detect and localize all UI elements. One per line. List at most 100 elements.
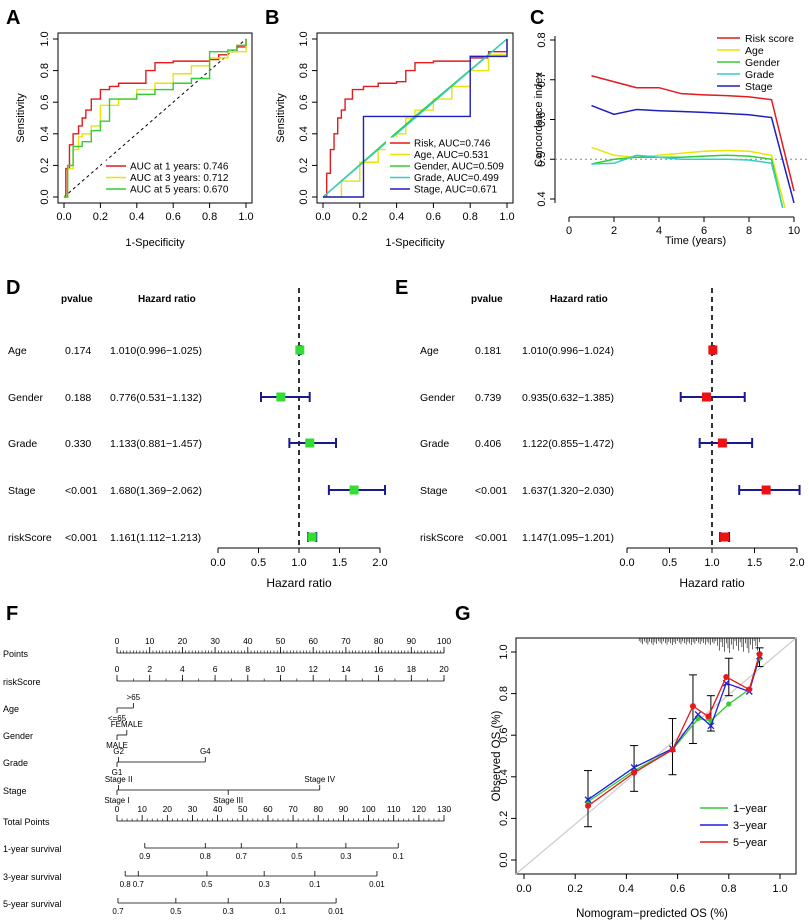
nomogram-tick-label-8: 0.3	[259, 880, 271, 889]
nomogram-tick-label-6: 100	[361, 804, 375, 814]
y-axis-label-A: Sensitivity	[15, 93, 27, 143]
nomogram-tick-label-6: 50	[238, 804, 248, 814]
legend-label-G-1: 3−year	[733, 820, 767, 832]
y-tick-label-C: 0.6	[536, 112, 548, 127]
y-tick-label-B: 0.4	[298, 126, 310, 141]
nomogram-tick-label-0: 40	[243, 636, 253, 646]
legend-label-C-3: Grade	[745, 69, 774, 81]
reference-diagonal-A	[63, 38, 247, 198]
forest-pvalue-D-3: <0.001	[65, 485, 98, 497]
forest-row-label-D-3: Stage	[8, 485, 36, 497]
y-tick-label-G: 0.0	[498, 852, 510, 867]
nomogram-tick-label-1: 4	[180, 664, 185, 674]
panel-label-B: B	[265, 7, 279, 29]
x-tick-label-G: 0.6	[670, 883, 685, 895]
nomogram-level-label-2: <=65	[108, 714, 127, 723]
panel-label-E: E	[395, 277, 408, 299]
nomogram-tick-label-0: 100	[437, 636, 451, 646]
x-axis-label-E: Hazard ratio	[679, 576, 745, 590]
x-axis-label-G: Nomogram−predicted OS (%)	[576, 908, 728, 920]
x-tick-label-A: 0.2	[93, 211, 108, 223]
forest-row-label-D-0: Age	[8, 345, 27, 357]
x-tick-label-G: 0.0	[516, 883, 531, 895]
x-tick-label-E: 0.5	[662, 557, 677, 569]
panel-label-F: F	[6, 603, 18, 625]
forest-row-label-E-2: Grade	[420, 438, 449, 450]
nomogram-level-label-3: MALE	[106, 741, 128, 750]
nomogram-tick-label-1: 12	[308, 664, 318, 674]
nomogram-tick-label-1: 14	[341, 664, 351, 674]
cindex-line-1	[591, 146, 786, 209]
x-tick-label-C: 2	[611, 225, 617, 237]
hr-marker-E-4	[719, 532, 729, 542]
forest-row-label-D-2: Grade	[8, 438, 37, 450]
forest-hr-text-E-4: 1.147(1.095−1.201)	[522, 532, 614, 544]
nomogram-tick-label-7: 0.3	[340, 852, 352, 861]
nomogram-tick-label-1: 2	[147, 664, 152, 674]
x-tick-label-C: 10	[788, 225, 800, 237]
nomogram-tick-label-1: 6	[213, 664, 218, 674]
nomogram-tick-label-6: 70	[288, 804, 298, 814]
calibration-point-2-0	[585, 802, 591, 809]
calibration-point-0-5	[726, 701, 732, 707]
forest-row-label-E-4: riskScore	[420, 532, 464, 544]
legend-box-B	[386, 137, 511, 201]
x-axis-label-C: Time (years)	[665, 235, 726, 247]
x-axis-label-A: 1-Specificity	[125, 237, 185, 249]
legend-label-B-0: Risk, AUC=0.746	[414, 139, 491, 150]
nomogram-tick-label-6: 90	[339, 804, 349, 814]
nomogram-level-label-5: Stage I	[104, 796, 129, 805]
hr-marker-E-3	[761, 485, 771, 495]
calibration-point-2-3	[689, 703, 696, 710]
calibration-point-2-5	[723, 673, 730, 680]
nomogram-row-label-1: riskScore	[3, 677, 41, 687]
x-tick-label-E: 1.0	[704, 557, 719, 569]
x-tick-label-A: 0.4	[129, 211, 144, 223]
nomogram-level-label-5: Stage III	[213, 796, 243, 805]
nomogram-row-label-8: 3-year survival	[3, 872, 62, 882]
nomogram-row-label-6: Total Points	[3, 817, 50, 827]
col-header-pvalue-E: pvalue	[471, 294, 503, 305]
nomogram-level-label-4: G4	[200, 747, 211, 756]
y-tick-label-G: 0.4	[498, 769, 510, 784]
roc-curve-A-2	[64, 39, 247, 198]
nomogram-tick-label-0: 0	[115, 636, 120, 646]
col-header-pvalue-D: pvalue	[61, 294, 93, 305]
calibration-point-2-6	[746, 686, 753, 693]
nomogram-tick-label-0: 90	[407, 636, 417, 646]
x-tick-label-D: 1.0	[291, 557, 306, 569]
cindex-line-4	[591, 104, 795, 204]
calibration-point-1-1	[630, 763, 638, 771]
hr-marker-E-1	[701, 392, 711, 402]
x-tick-label-D: 1.5	[332, 557, 347, 569]
panel-label-D: D	[6, 277, 20, 299]
forest-pvalue-D-0: 0.174	[65, 345, 91, 357]
forest-hr-text-D-0: 1.010(0.996−1.025)	[110, 345, 202, 357]
x-tick-label-B: 0.8	[463, 211, 478, 223]
nomogram-tick-label-1: 20	[439, 664, 449, 674]
y-tick-label-B: 1.0	[298, 31, 310, 46]
forest-hr-text-D-1: 0.776(0.531−1.132)	[110, 392, 202, 404]
nomogram-tick-label-1: 16	[374, 664, 384, 674]
nomogram-tick-label-7: 0.7	[236, 852, 248, 861]
nomogram-tick-label-6: 20	[163, 804, 173, 814]
x-tick-label-B: 0.6	[426, 211, 441, 223]
hr-marker-D-4	[307, 532, 317, 542]
forest-pvalue-E-3: <0.001	[475, 485, 508, 497]
calibration-point-0-3	[695, 715, 701, 722]
legend-label-G-0: 1−year	[733, 803, 767, 815]
calibration-line-2	[587, 653, 761, 807]
legend-label-C-1: Age	[745, 45, 764, 57]
legend-label-A-2: AUC at 5 years: 0.670	[130, 185, 229, 196]
x-tick-label-E: 0.0	[619, 557, 634, 569]
nomogram-tick-label-0: 70	[341, 636, 351, 646]
nomogram-tick-label-0: 80	[374, 636, 384, 646]
legend-label-C-2: Gender	[745, 57, 781, 69]
legend-label-B-1: Age, AUC=0.531	[414, 150, 489, 161]
calibration-point-2-4	[705, 713, 712, 720]
x-tick-label-E: 1.5	[747, 557, 762, 569]
x-tick-label-C: 6	[701, 225, 707, 237]
nomogram-tick-label-8: 0.01	[369, 880, 385, 889]
y-tick-label-B: 0.0	[298, 189, 310, 204]
